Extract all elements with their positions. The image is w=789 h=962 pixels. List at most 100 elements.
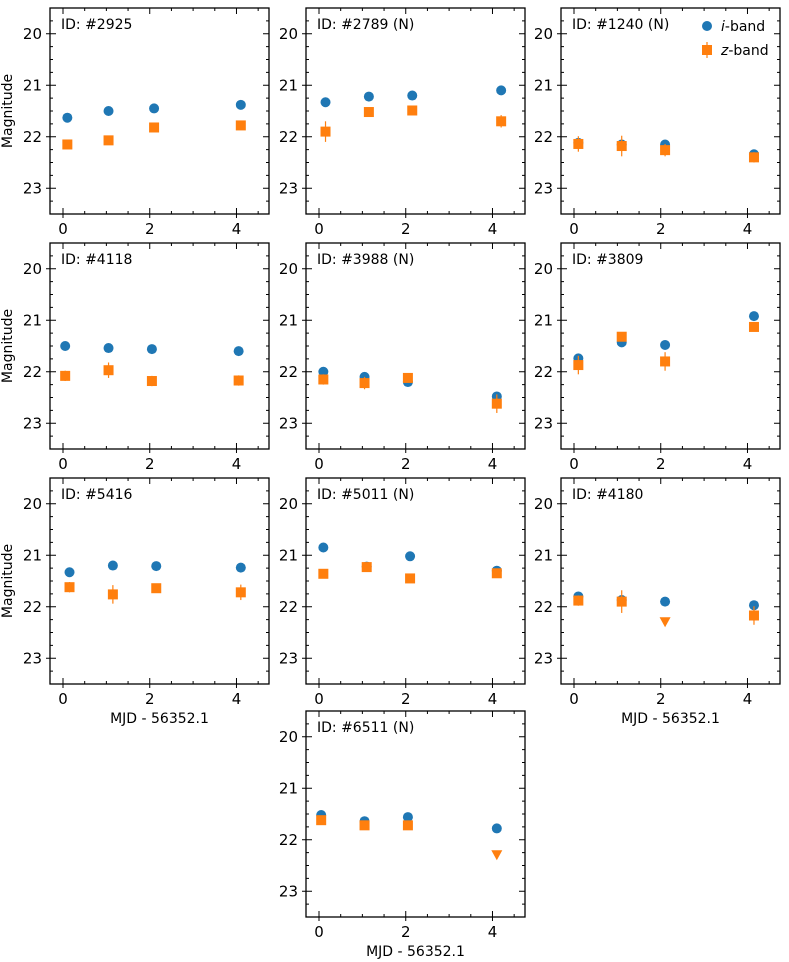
- y-tick-label: 23: [23, 414, 42, 432]
- y-tick-label: 20: [534, 495, 553, 513]
- y-tick-label: 20: [534, 25, 553, 43]
- z-band-point: [616, 596, 627, 607]
- y-tick-label: 22: [534, 128, 553, 146]
- panel-frame: [560, 7, 781, 215]
- y-tick-label: 22: [534, 598, 553, 616]
- i-band-point: [235, 99, 246, 110]
- i-band-point: [318, 366, 329, 377]
- panel-id-label: ID: #5011 (N): [317, 487, 414, 503]
- x-tick-label: 0: [569, 220, 579, 238]
- panel: 0 2 4 20 21 22 23 ID: #2925 Magnitude: [0, 7, 270, 238]
- x-tick-label: 0: [58, 455, 68, 473]
- x-axis-label: MJD - 56352.1: [110, 711, 209, 727]
- y-tick-label: 23: [534, 179, 553, 197]
- i-band-point: [405, 551, 416, 562]
- panel-id-label: ID: #4180: [572, 487, 643, 503]
- y-tick-label: 23: [23, 649, 42, 667]
- y-tick-label: 23: [279, 882, 298, 900]
- panel-id-label: ID: #3809: [572, 252, 643, 268]
- y-axis-label: Magnitude: [0, 544, 16, 618]
- z-band-point: [60, 370, 71, 381]
- panel-frame: [305, 477, 526, 685]
- z-band-point: [316, 815, 327, 826]
- y-tick-label: 22: [279, 128, 298, 146]
- x-tick-label: 2: [401, 690, 411, 708]
- x-tick-label: 0: [314, 455, 324, 473]
- z-band-point: [235, 587, 246, 598]
- z-band-point: [64, 582, 75, 593]
- i-band-point: [748, 600, 759, 611]
- x-tick-label: 4: [488, 455, 498, 473]
- i-band-point: [660, 339, 671, 350]
- y-tick-label: 20: [279, 495, 298, 513]
- y-tick-label: 21: [534, 546, 553, 564]
- panel: 0 2 4 20 21 22 23 ID: #5416 MJD - 56352.1 Magnitu…: [0, 477, 270, 727]
- legend-band-letter: i: [721, 19, 725, 35]
- y-tick-label: 22: [23, 363, 42, 381]
- y-tick-label: 20: [534, 260, 553, 278]
- y-tick-label: 23: [279, 179, 298, 197]
- y-tick-label: 22: [23, 598, 42, 616]
- x-tick-label: 4: [232, 690, 242, 708]
- y-tick-label: 23: [534, 414, 553, 432]
- z-band-point: [573, 595, 584, 606]
- panel-frame: [49, 242, 270, 450]
- z-band-point: [748, 152, 759, 163]
- panel-id-label: ID: #2789 (N): [317, 17, 414, 33]
- panel-id-label: ID: #5416: [61, 487, 133, 503]
- legend-band-suffix: -band: [728, 43, 768, 59]
- z-band-point: [103, 135, 114, 146]
- i-band-point: [491, 823, 502, 834]
- y-tick-label: 20: [279, 25, 298, 43]
- x-axis-label: MJD - 56352.1: [621, 711, 720, 727]
- x-tick-label: 4: [232, 455, 242, 473]
- panel: 0 2 4 20 21 22 23 ID: #3809: [534, 242, 781, 473]
- panel-id-label: ID: #6511 (N): [317, 720, 414, 736]
- y-tick-label: 20: [279, 260, 298, 278]
- z-band-point: [660, 356, 671, 367]
- x-tick-label: 4: [488, 923, 498, 941]
- z-band-upper-limit: [491, 850, 503, 861]
- i-band-point: [146, 344, 157, 355]
- panel: 0 2 4 20 21 22 23 ID: #2789 (N): [279, 7, 526, 238]
- z-band-point: [149, 122, 160, 133]
- legend-band-suffix: -band: [725, 19, 765, 35]
- z-band-point: [616, 141, 627, 152]
- z-band-point: [660, 145, 671, 156]
- z-band-point: [573, 360, 584, 371]
- z-band-point: [62, 139, 73, 150]
- y-tick-label: 21: [23, 546, 42, 564]
- legend-label: i-band: [721, 19, 765, 35]
- i-band-point: [320, 97, 331, 108]
- y-tick-label: 20: [23, 495, 42, 513]
- x-tick-label: 4: [743, 455, 753, 473]
- x-tick-label: 2: [401, 455, 411, 473]
- x-tick-label: 4: [232, 220, 242, 238]
- panel-frame: [305, 710, 526, 918]
- y-tick-label: 23: [279, 414, 298, 432]
- panel: 0 2 4 20 21 22 23 ID: #6511 (N) MJD - 56352.1: [279, 710, 526, 960]
- panel-frame: [560, 477, 781, 685]
- x-tick-label: 2: [656, 220, 666, 238]
- y-tick-label: 20: [279, 728, 298, 746]
- panel-frame: [49, 477, 270, 685]
- panel: 0 2 4 20 21 22 23 ID: #4180 MJD - 56352.1: [534, 477, 781, 727]
- y-tick-label: 22: [279, 598, 298, 616]
- z-band-point: [363, 107, 374, 118]
- y-tick-label: 22: [534, 363, 553, 381]
- z-band-point: [402, 372, 413, 383]
- z-band-point: [107, 589, 118, 600]
- z-band-point: [359, 820, 370, 831]
- i-band-point: [235, 562, 246, 573]
- z-band-point: [318, 568, 329, 579]
- panel-frame: [305, 242, 526, 450]
- z-band-point: [151, 583, 162, 594]
- panel-id-label: ID: #1240 (N): [572, 17, 669, 33]
- z-band-point: [235, 120, 246, 131]
- y-tick-label: 23: [534, 649, 553, 667]
- y-axis-label: Magnitude: [0, 309, 16, 383]
- z-band-point: [146, 376, 157, 387]
- y-tick-label: 21: [23, 76, 42, 94]
